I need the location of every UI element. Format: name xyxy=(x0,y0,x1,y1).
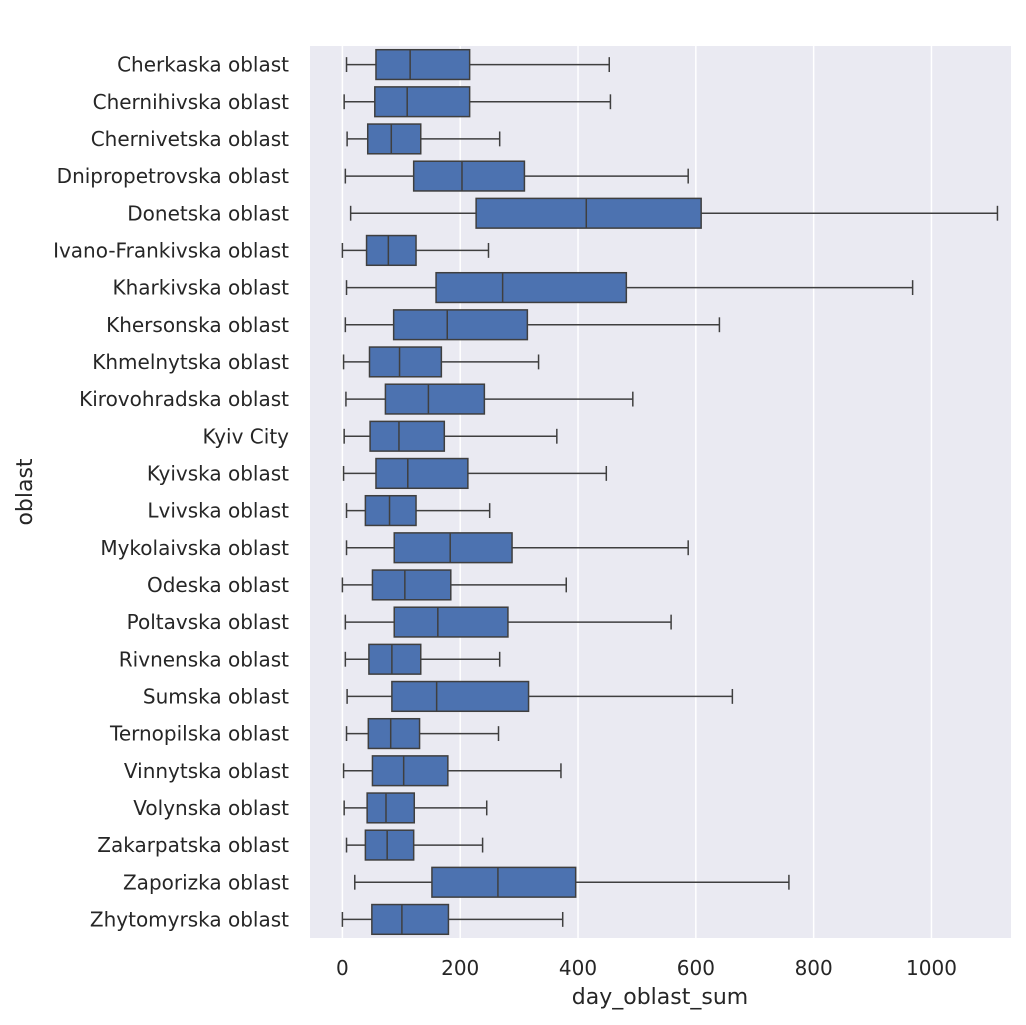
iqr-box xyxy=(475,197,702,229)
y-category-label: Dnipropetrovska oblast xyxy=(57,164,289,188)
iqr-box xyxy=(371,903,450,936)
box-kyiv-city xyxy=(343,420,558,452)
y-category-label: Kirovohradska oblast xyxy=(79,387,289,411)
iqr-box xyxy=(393,532,513,564)
iqr-box xyxy=(364,829,415,861)
y-category-label: Lvivska oblast xyxy=(147,499,289,523)
y-category-label: Zakarpatska oblast xyxy=(97,833,289,857)
iqr-box xyxy=(431,866,577,898)
iqr-box xyxy=(365,234,417,267)
iqr-box xyxy=(435,271,628,304)
x-axis-ticks: 0 200 400 600 800 1000 xyxy=(336,956,957,980)
y-category-label: Volynska oblast xyxy=(133,796,289,820)
y-category-label: Mykolaivska oblast xyxy=(100,536,289,560)
box-ivano-frankivska-oblast xyxy=(341,234,490,267)
x-tick-label: 400 xyxy=(559,956,597,980)
box-ternopilska-oblast xyxy=(345,717,500,750)
box-zaporizka-oblast xyxy=(354,866,790,898)
y-category-label: Zaporizka oblast xyxy=(123,870,289,894)
iqr-box xyxy=(371,569,452,601)
iqr-box xyxy=(393,606,509,638)
box-rivnenska-oblast xyxy=(344,643,501,675)
iqr-box xyxy=(375,48,471,81)
plot-area xyxy=(310,46,1011,938)
box-zakarpatska-oblast xyxy=(345,829,484,861)
box-volynska-oblast xyxy=(343,792,488,824)
iqr-box xyxy=(366,792,416,824)
iqr-box xyxy=(374,86,471,118)
x-tick-label: 600 xyxy=(677,956,715,980)
y-category-label: Cherkaska oblast xyxy=(117,53,289,77)
y-category-label: Chernihivska oblast xyxy=(93,90,290,114)
iqr-box xyxy=(412,160,526,192)
box-khersonska-oblast xyxy=(344,309,721,341)
y-axis-categories: Cherkaska oblast Chernihivska oblast Chern… xyxy=(53,53,289,932)
iqr-box xyxy=(392,309,529,341)
y-category-label: Vinnytska oblast xyxy=(124,759,289,783)
box-zhytomyrska-oblast xyxy=(341,903,564,936)
iqr-box xyxy=(368,643,422,675)
iqr-box xyxy=(367,717,421,750)
iqr-box xyxy=(364,494,417,527)
y-category-label: Ternopilska oblast xyxy=(109,722,289,746)
box-kirovohradska-oblast xyxy=(345,383,634,415)
iqr-box xyxy=(391,680,530,713)
y-category-label: Kyiv City xyxy=(203,424,290,448)
box-sumska-oblast xyxy=(346,680,734,713)
y-category-label: Khersonska oblast xyxy=(106,313,289,337)
y-category-label: Zhytomyrska oblast xyxy=(90,907,289,931)
iqr-box xyxy=(371,755,449,787)
y-category-label: Odeska oblast xyxy=(147,573,289,597)
box-odeska-oblast xyxy=(341,569,567,601)
iqr-box xyxy=(369,420,446,452)
box-khmelnytska-oblast xyxy=(342,346,540,378)
iqr-box xyxy=(375,457,469,490)
box-mykolaivska-oblast xyxy=(345,532,689,564)
gridlines xyxy=(341,46,933,938)
y-category-label: Khmelnytska oblast xyxy=(92,350,289,374)
x-tick-label: 800 xyxy=(795,956,833,980)
box-chernivetska-oblast xyxy=(346,123,501,155)
y-category-label: Kharkivska oblast xyxy=(112,276,289,300)
y-category-label: Ivano-Frankivska oblast xyxy=(53,238,289,262)
x-tick-label: 0 xyxy=(336,956,349,980)
y-axis-title: oblast xyxy=(13,458,38,525)
box-poltavska-oblast xyxy=(344,606,672,638)
y-category-label: Sumska oblast xyxy=(143,684,289,708)
iqr-box xyxy=(366,123,422,155)
box-group xyxy=(341,48,999,936)
iqr-box xyxy=(384,383,486,415)
box-kharkivska-oblast xyxy=(345,271,914,304)
box-cherkaska-oblast xyxy=(345,48,611,81)
x-tick-label: 200 xyxy=(441,956,479,980)
box-kyivska-oblast xyxy=(342,457,608,490)
y-category-label: Kyivska oblast xyxy=(147,461,289,485)
y-category-label: Donetska oblast xyxy=(127,201,289,225)
box-donetska-oblast xyxy=(349,197,999,229)
x-axis-title: day_oblast_sum xyxy=(572,985,748,1010)
y-category-label: Chernivetska oblast xyxy=(91,127,289,151)
box-lvivska-oblast xyxy=(345,494,491,527)
box-dnipropetrovska-oblast xyxy=(344,160,689,192)
box-chernihivska-oblast xyxy=(343,86,612,118)
box-vinnytska-oblast xyxy=(342,755,562,787)
x-tick-label: 1000 xyxy=(906,956,957,980)
iqr-box xyxy=(368,346,443,378)
y-category-label: Poltavska oblast xyxy=(127,610,290,634)
y-category-label: Rivnenska oblast xyxy=(119,647,289,671)
